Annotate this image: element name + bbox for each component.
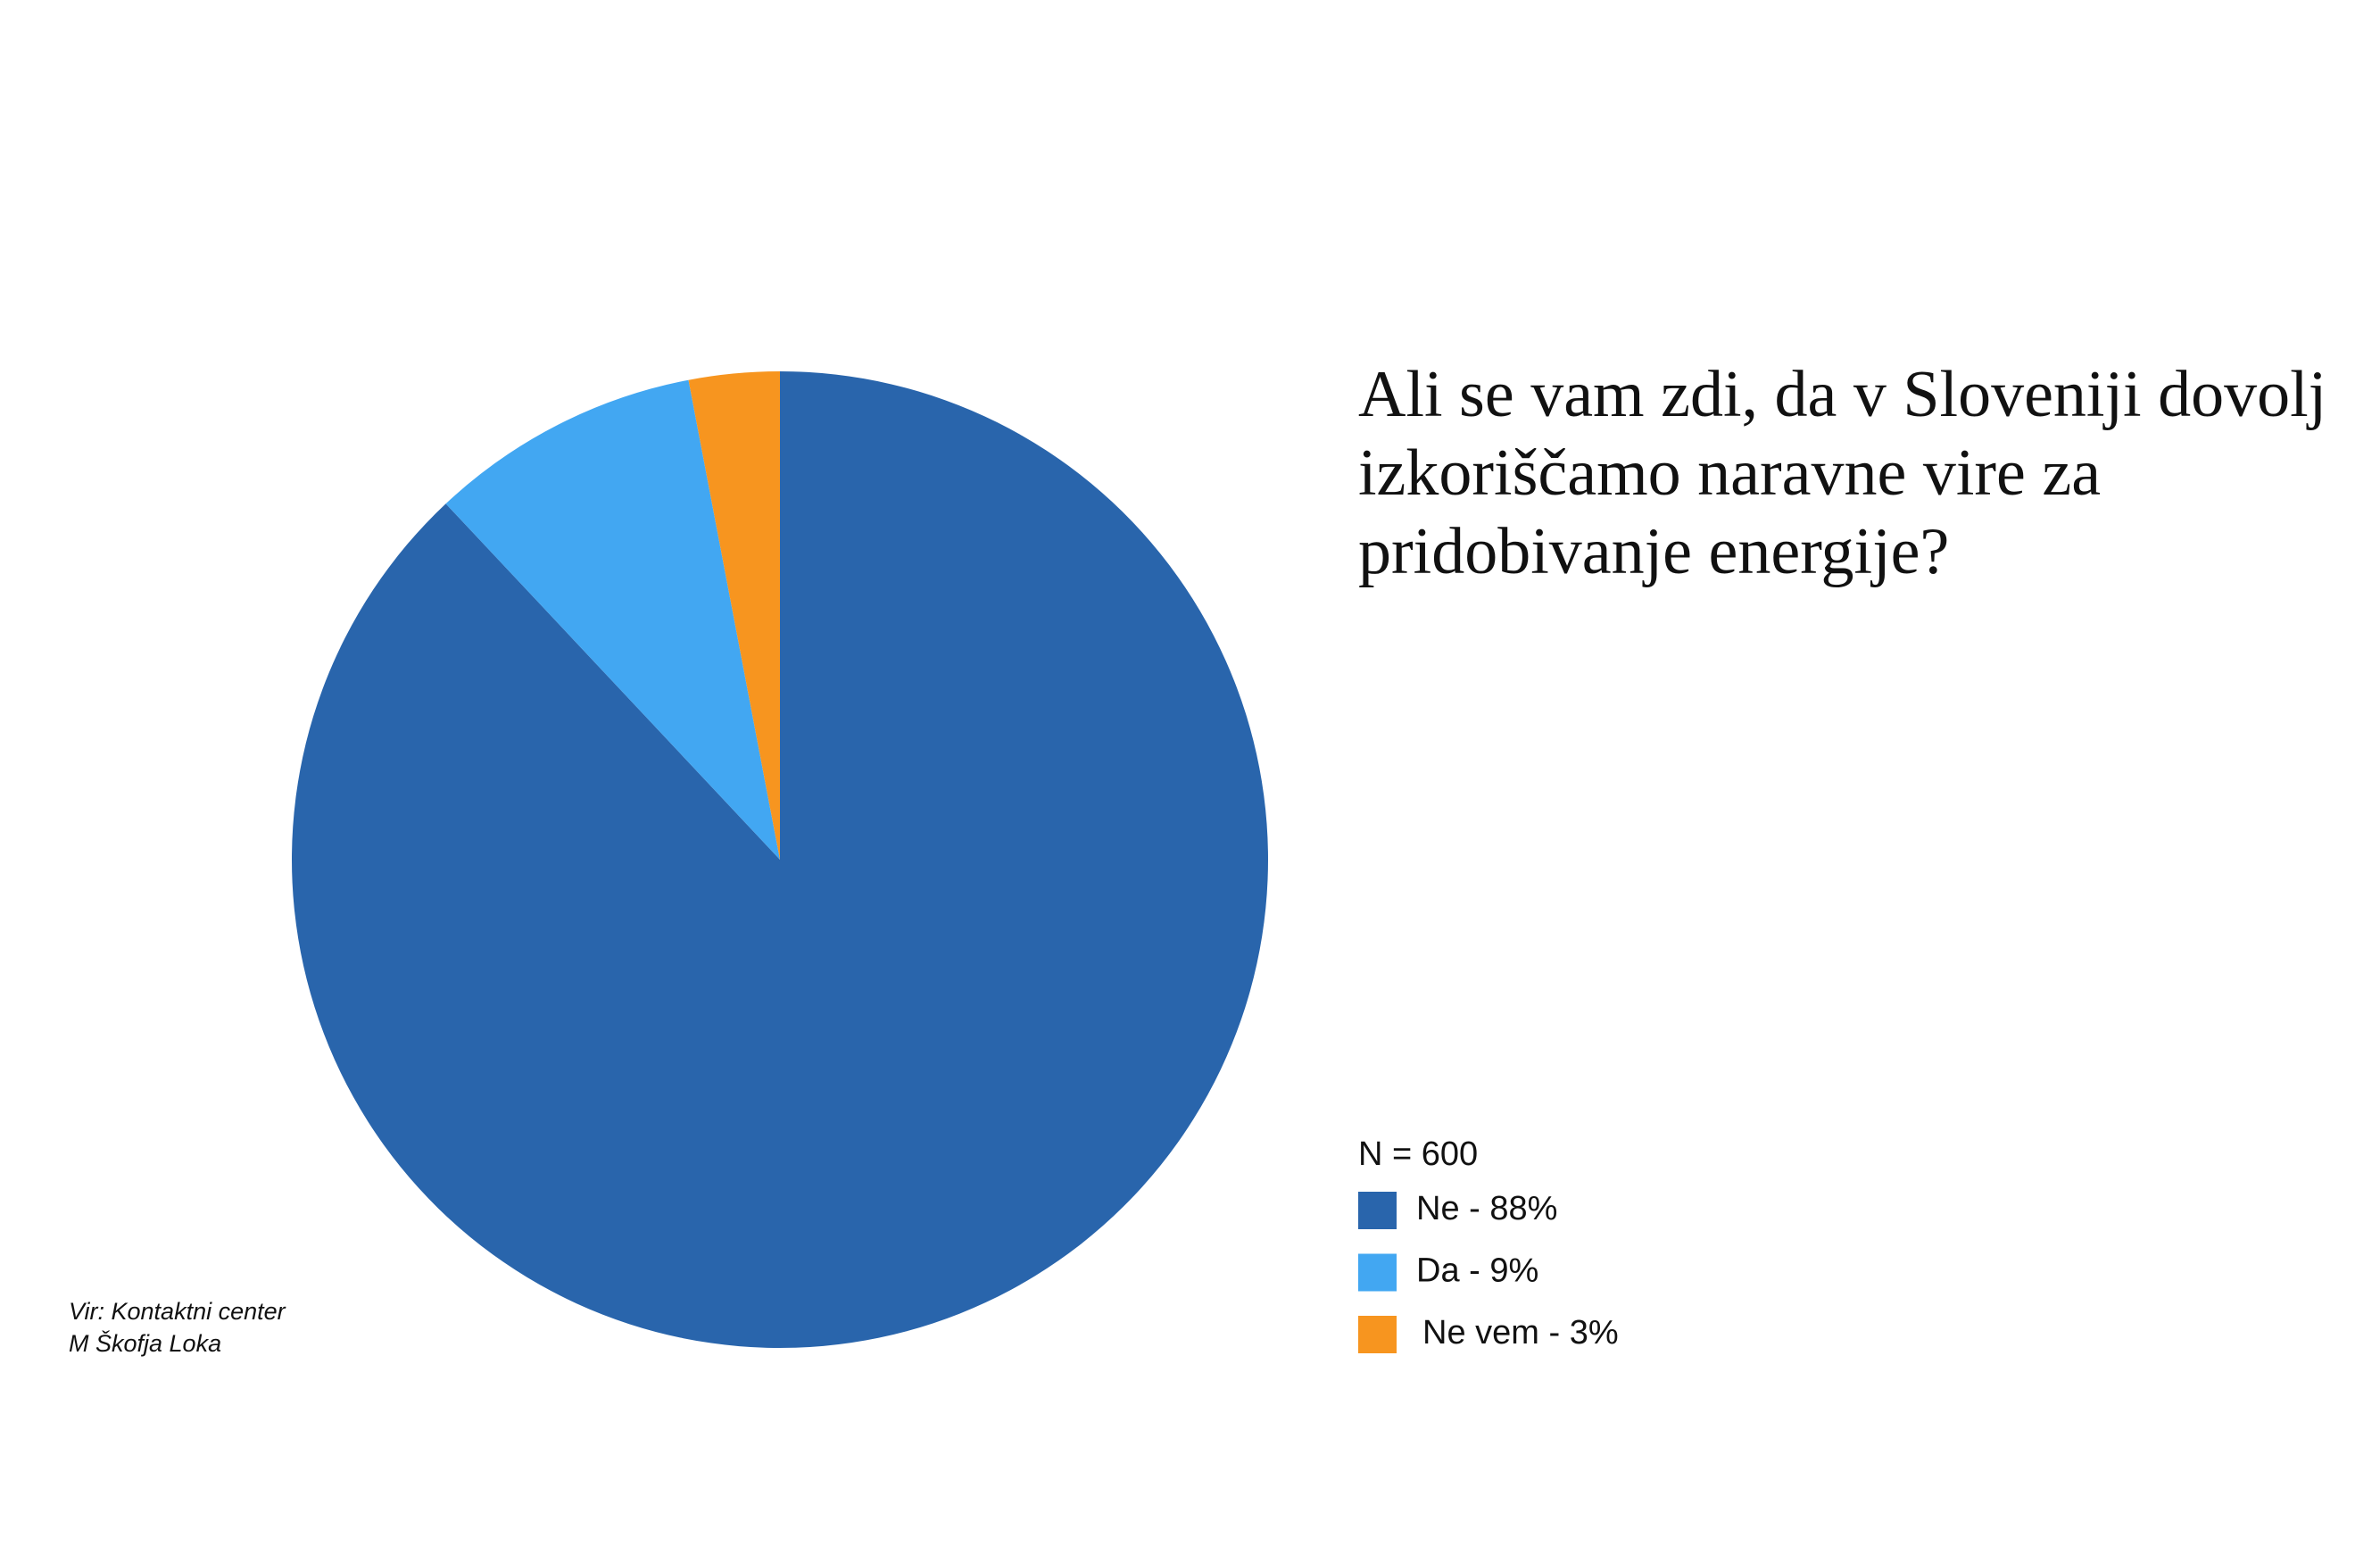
legend-swatch [1358,1253,1397,1292]
pie-slice [445,379,780,861]
legend-label: Da - 9% [1416,1252,1538,1290]
legend-swatch [1358,1192,1397,1229]
pie-slice [688,371,780,860]
chart-title: Ali se vam zdi, da v Sloveniji dovolj iz… [1358,358,2327,588]
legend-label: Ne - 88% [1416,1190,1557,1227]
legend-swatch [1358,1316,1397,1353]
source-line: Vir: Kontaktni center [69,1298,286,1325]
source-line: M Škofja Loka [69,1329,221,1357]
legend-label: Ne vem - 3% [1422,1314,1619,1352]
sample-note: N = 600 [1358,1135,1478,1173]
